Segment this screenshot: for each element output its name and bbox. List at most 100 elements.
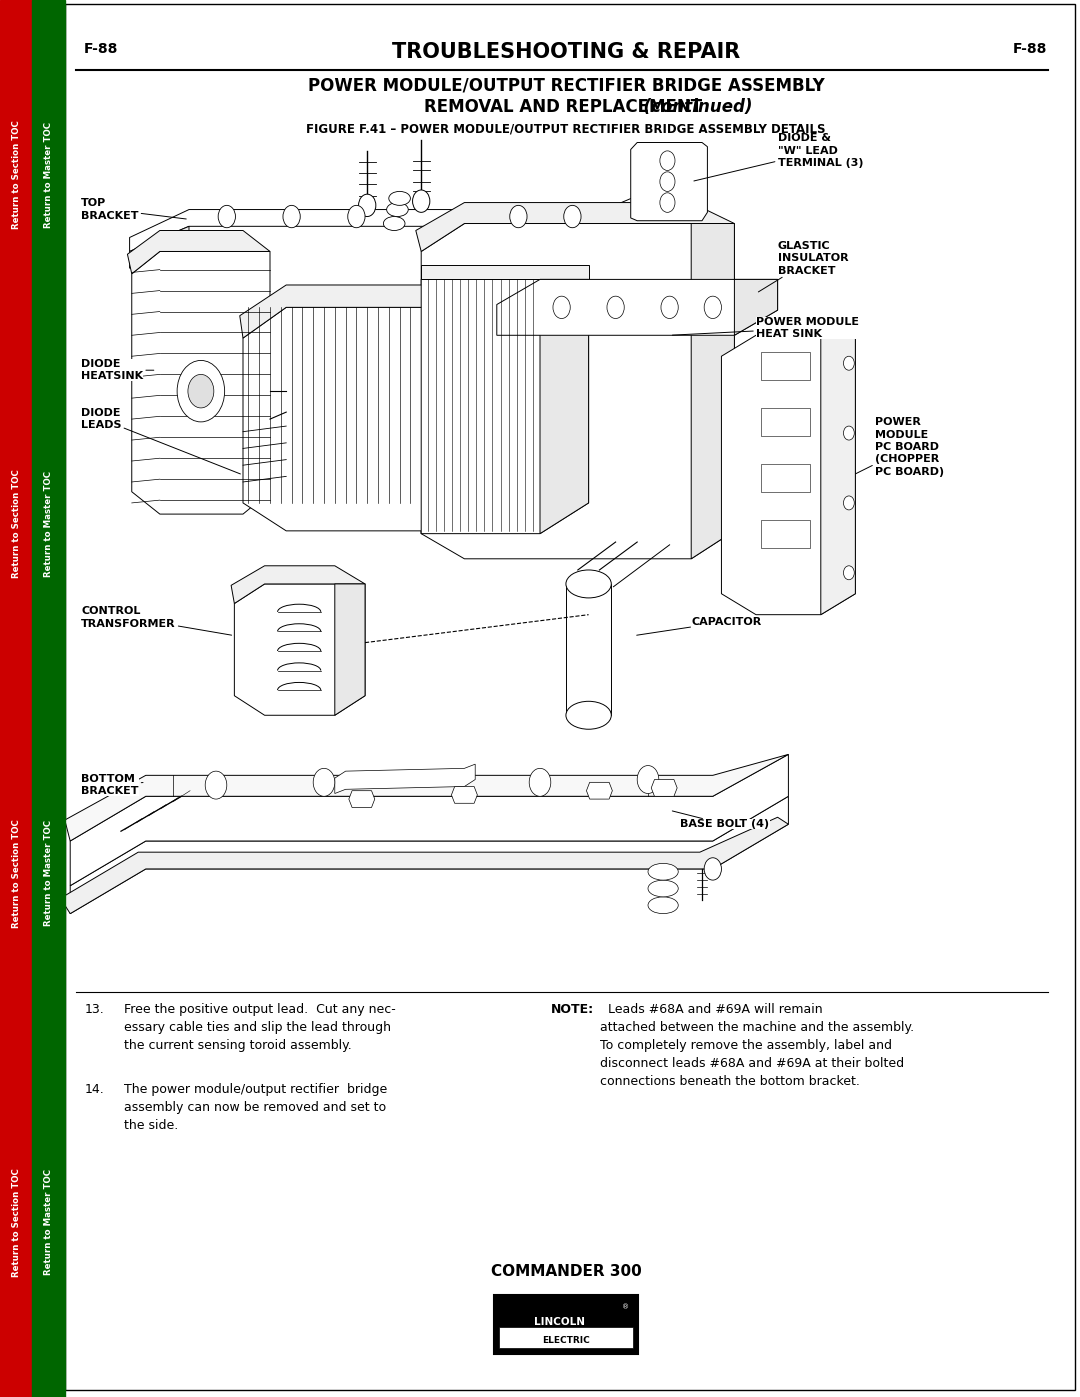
Text: Return to Section TOC: Return to Section TOC [12,1168,21,1277]
Polygon shape [631,142,707,221]
Circle shape [348,205,365,228]
Text: CAPACITOR: CAPACITOR [637,616,761,636]
Circle shape [283,205,300,228]
Circle shape [704,296,721,319]
Circle shape [564,205,581,228]
Ellipse shape [648,880,678,897]
Text: DIODE &
"W" LEAD
TERMINAL (3): DIODE & "W" LEAD TERMINAL (3) [693,134,863,182]
Circle shape [704,858,721,880]
Text: DIODE
HEATSINK: DIODE HEATSINK [81,359,153,381]
Circle shape [843,356,854,370]
Ellipse shape [566,570,611,598]
Polygon shape [231,566,365,604]
Polygon shape [421,224,734,559]
Polygon shape [821,335,855,615]
Polygon shape [130,226,189,268]
Text: F-88: F-88 [1013,42,1048,56]
Bar [761,408,810,436]
Text: BOTTOM
BRACKET: BOTTOM BRACKET [81,774,143,796]
Ellipse shape [387,203,408,217]
Ellipse shape [383,217,405,231]
Circle shape [313,768,335,796]
Polygon shape [70,796,788,914]
Text: COMMANDER 300: COMMANDER 300 [490,1264,642,1280]
Text: Free the positive output lead.  Cut any nec-
essary cable ties and slip the lead: Free the positive output lead. Cut any n… [124,1003,396,1052]
Polygon shape [691,224,734,559]
Polygon shape [65,754,788,841]
Text: CONTROL
TRANSFORMER: CONTROL TRANSFORMER [81,606,231,636]
FancyBboxPatch shape [494,1295,638,1354]
Text: Return to Master TOC: Return to Master TOC [44,1169,53,1275]
Polygon shape [335,584,365,715]
Polygon shape [130,184,664,251]
Text: POWER
MODULE
PC BOARD
(CHOPPER
PC BOARD): POWER MODULE PC BOARD (CHOPPER PC BOARD) [855,418,944,476]
Polygon shape [132,251,270,514]
Ellipse shape [648,897,678,914]
Circle shape [607,296,624,319]
Circle shape [205,771,227,799]
Polygon shape [416,203,734,251]
Text: TROUBLESHOOTING & REPAIR: TROUBLESHOOTING & REPAIR [392,42,740,61]
Text: TOP
BRACKET: TOP BRACKET [81,198,186,221]
Text: LINCOLN: LINCOLN [534,1316,585,1327]
Circle shape [510,205,527,228]
Polygon shape [497,279,778,335]
Circle shape [843,496,854,510]
Text: (continued): (continued) [379,98,753,116]
Polygon shape [349,791,375,807]
Circle shape [661,296,678,319]
Text: 13.: 13. [84,1003,104,1016]
Circle shape [553,296,570,319]
Circle shape [177,360,225,422]
Polygon shape [127,231,270,274]
Circle shape [843,566,854,580]
Circle shape [660,193,675,212]
Polygon shape [335,764,475,793]
Circle shape [218,205,235,228]
Polygon shape [566,584,611,715]
Text: BASE BOLT (4): BASE BOLT (4) [672,810,770,830]
Circle shape [413,190,430,212]
Text: ELECTRIC: ELECTRIC [542,1336,590,1345]
Polygon shape [60,817,788,914]
Polygon shape [540,279,589,534]
Text: POWER MODULE/OUTPUT RECTIFIER BRIDGE ASSEMBLY: POWER MODULE/OUTPUT RECTIFIER BRIDGE ASS… [308,77,824,95]
Text: Return to Section TOC: Return to Section TOC [12,120,21,229]
FancyBboxPatch shape [499,1327,633,1348]
Polygon shape [721,335,855,615]
Text: FIGURE F.41 – POWER MODULE/OUTPUT RECTIFIER BRIDGE ASSEMBLY DETAILS: FIGURE F.41 – POWER MODULE/OUTPUT RECTIF… [306,123,826,136]
Polygon shape [734,279,778,335]
Polygon shape [70,754,788,886]
Text: Return to Section TOC: Return to Section TOC [12,469,21,578]
Text: REMOVAL AND REPLACEMENT: REMOVAL AND REPLACEMENT [424,98,707,116]
Ellipse shape [566,701,611,729]
Text: Return to Section TOC: Return to Section TOC [12,819,21,928]
Text: Return to Master TOC: Return to Master TOC [44,471,53,577]
Text: GLASTIC
INSULATOR
BRACKET: GLASTIC INSULATOR BRACKET [758,242,848,292]
Circle shape [843,426,854,440]
Polygon shape [243,307,464,534]
Ellipse shape [389,191,410,205]
Polygon shape [651,780,677,796]
Text: The power module/output rectifier  bridge
assembly can now be removed and set to: The power module/output rectifier bridge… [124,1083,388,1132]
Text: NOTE:: NOTE: [551,1003,594,1016]
Polygon shape [451,787,477,803]
Text: ®: ® [622,1305,629,1310]
Polygon shape [605,198,664,240]
Polygon shape [421,279,589,534]
Text: DIODE
LEADS: DIODE LEADS [81,408,241,474]
Text: Leads #68A and #69A will remain
attached between the machine and the assembly.
T: Leads #68A and #69A will remain attached… [600,1003,915,1088]
Bar [761,520,810,548]
Bar [761,352,810,380]
Polygon shape [421,265,589,279]
Polygon shape [240,285,464,338]
Polygon shape [586,782,612,799]
Circle shape [660,151,675,170]
Text: Return to Master TOC: Return to Master TOC [44,820,53,926]
Circle shape [660,172,675,191]
Text: F-88: F-88 [84,42,119,56]
Circle shape [637,766,659,793]
Bar [32,0,65,1397]
Polygon shape [234,584,365,715]
Circle shape [188,374,214,408]
